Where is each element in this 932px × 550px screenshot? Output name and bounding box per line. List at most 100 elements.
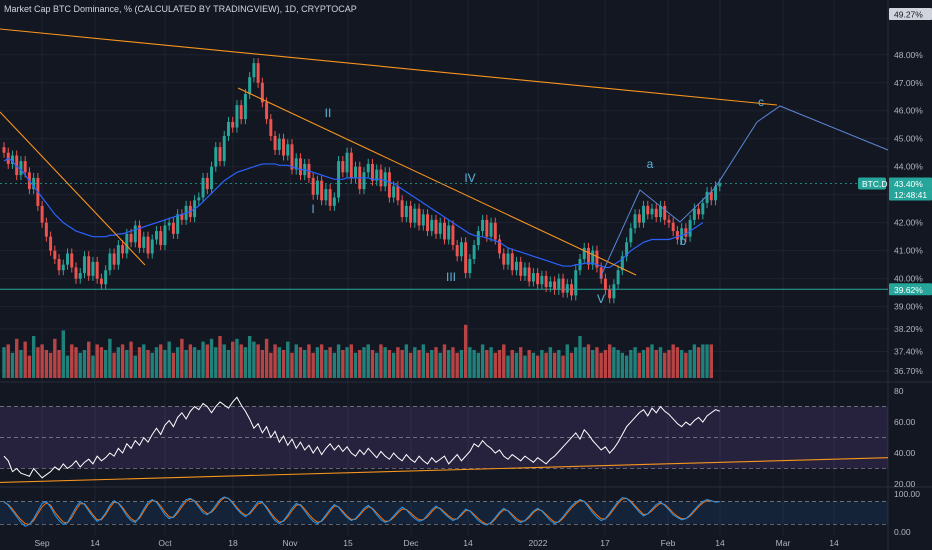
volume-bar bbox=[607, 344, 612, 378]
volume-bar bbox=[476, 352, 481, 378]
volume-bar bbox=[391, 352, 396, 378]
volume-bar bbox=[319, 344, 324, 378]
volume-bar bbox=[658, 347, 663, 378]
candle-body bbox=[616, 270, 620, 285]
candle-body bbox=[294, 158, 298, 170]
candle-body bbox=[138, 225, 142, 248]
candle-body bbox=[10, 155, 14, 164]
volume-bar bbox=[154, 347, 159, 378]
volume-bar bbox=[188, 344, 193, 378]
volume-bar bbox=[586, 344, 591, 378]
price-tick-label: 46.00% bbox=[894, 106, 923, 116]
time-axis[interactable]: Sep 14 Oct 18 Nov 15 Dec 14 2022 17 Feb 14 Mar 14 bbox=[34, 538, 839, 548]
candle-body bbox=[349, 152, 353, 178]
candle-body bbox=[133, 225, 137, 243]
last-price-badge-bg bbox=[889, 177, 932, 190]
volume-bar bbox=[591, 350, 595, 378]
volume-bar bbox=[116, 347, 121, 378]
volume-bar bbox=[57, 350, 61, 378]
volume-bar bbox=[175, 347, 180, 378]
volume-bar bbox=[595, 347, 599, 378]
price-tick-label: 36.70% bbox=[894, 366, 923, 376]
volume-bar bbox=[701, 344, 705, 378]
candle-body bbox=[544, 275, 548, 288]
candle-body bbox=[451, 225, 455, 246]
date-tick-label: 18 bbox=[228, 538, 238, 548]
candle-body bbox=[260, 82, 264, 103]
volume-bar bbox=[171, 352, 176, 378]
volume-bar bbox=[277, 347, 281, 378]
date-tick-label: Sep bbox=[34, 538, 49, 548]
candle-body bbox=[57, 259, 61, 271]
candle-body bbox=[447, 225, 451, 240]
candle-body bbox=[201, 177, 205, 198]
volume-bar bbox=[82, 350, 87, 378]
candle-body bbox=[142, 236, 146, 248]
volume-bar bbox=[455, 352, 459, 378]
volume-bar bbox=[620, 352, 625, 378]
candle-body bbox=[404, 205, 408, 218]
volume-bar bbox=[120, 344, 125, 378]
volume-bar bbox=[417, 350, 421, 378]
candle-body bbox=[557, 278, 561, 290]
volume-bar bbox=[103, 350, 108, 378]
volume-bar bbox=[696, 347, 701, 378]
candle-body bbox=[464, 242, 468, 274]
wave-label: b bbox=[680, 234, 687, 248]
volume-bar bbox=[87, 341, 91, 378]
volume-bar bbox=[150, 352, 154, 378]
date-tick-label: 14 bbox=[715, 538, 725, 548]
volume-bar bbox=[125, 350, 129, 378]
volume-bar bbox=[48, 352, 53, 378]
candle-body bbox=[714, 186, 718, 201]
volume-bar bbox=[209, 338, 214, 378]
volume-bar bbox=[349, 344, 353, 378]
volume-bar bbox=[709, 344, 713, 378]
volume-bar bbox=[540, 350, 544, 378]
volume-bar bbox=[667, 350, 671, 378]
volume-bar bbox=[218, 336, 222, 378]
volume-bar bbox=[514, 352, 519, 378]
candle-body bbox=[154, 231, 158, 240]
candle-body bbox=[2, 147, 6, 153]
volume-bar bbox=[341, 350, 345, 378]
rsi-line bbox=[3, 396, 720, 479]
volume-bar bbox=[527, 350, 531, 378]
volume-bar bbox=[2, 347, 6, 378]
volume-bar bbox=[315, 347, 320, 378]
date-tick-label: 14 bbox=[90, 538, 100, 548]
candle-body bbox=[239, 105, 243, 120]
candle-body bbox=[231, 121, 235, 128]
candle-body bbox=[277, 138, 281, 150]
volume-bar bbox=[243, 347, 248, 378]
candle-body bbox=[125, 233, 129, 254]
candle-body bbox=[455, 245, 459, 257]
rsi-trendline bbox=[0, 457, 889, 484]
price-axis[interactable]: 48.00%47.00%46.00%45.00%44.00%43.00%42.0… bbox=[858, 8, 932, 537]
candle-body bbox=[701, 203, 705, 215]
rsi-tick-label: 20.00 bbox=[894, 479, 916, 489]
candle-body bbox=[642, 205, 646, 223]
candle-body bbox=[434, 219, 438, 234]
price-tick-label: 42.00% bbox=[894, 218, 923, 228]
price-tick-label: 40.00% bbox=[894, 274, 923, 284]
volume-bar bbox=[44, 350, 49, 378]
volume-bar bbox=[684, 352, 688, 378]
volume-bar bbox=[256, 344, 260, 378]
candle-body bbox=[468, 259, 472, 274]
volume-bar bbox=[36, 347, 40, 378]
candle-body bbox=[95, 261, 99, 279]
candle-body bbox=[608, 289, 612, 299]
volume-bar bbox=[421, 344, 425, 378]
volume-bar bbox=[324, 350, 328, 378]
candle-body bbox=[514, 261, 518, 271]
candle-body bbox=[53, 250, 57, 260]
countdown-badge: 12:48:41 bbox=[894, 190, 927, 200]
candle-body bbox=[282, 138, 286, 156]
volume-bar bbox=[497, 350, 502, 378]
stoch-tick-label: 100.00 bbox=[894, 489, 920, 499]
volume-bar bbox=[646, 347, 650, 378]
candle-body bbox=[108, 253, 112, 271]
candle-body bbox=[163, 225, 167, 246]
